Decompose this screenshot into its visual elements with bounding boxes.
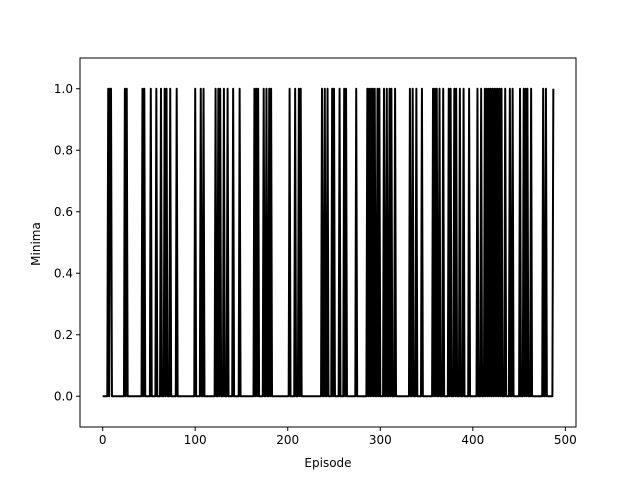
y-tick-label: 1.0: [54, 82, 73, 96]
x-tick-label: 100: [184, 433, 207, 447]
y-tick-label: 0.4: [54, 266, 73, 280]
y-axis-label: Minima: [29, 222, 43, 266]
y-tick-label: 0.2: [54, 328, 73, 342]
y-tick-label: 0.6: [54, 205, 73, 219]
x-tick-label: 500: [554, 433, 577, 447]
y-tick-label: 0.8: [54, 143, 73, 157]
x-tick-label: 200: [276, 433, 299, 447]
x-tick-label: 0: [99, 433, 107, 447]
series-line-0: [102, 87, 555, 398]
x-axis-label: Episode: [304, 456, 351, 470]
x-tick-label: 300: [369, 433, 392, 447]
plot-area: [102, 87, 555, 398]
y-tick-label: 0.0: [54, 389, 73, 403]
x-tick-label: 400: [461, 433, 484, 447]
axes: 0 100 200 300 400 500 0.0 0.2 0.4 0.6 0.8 1.0: [54, 57, 577, 447]
plot-frame: [79, 57, 577, 428]
